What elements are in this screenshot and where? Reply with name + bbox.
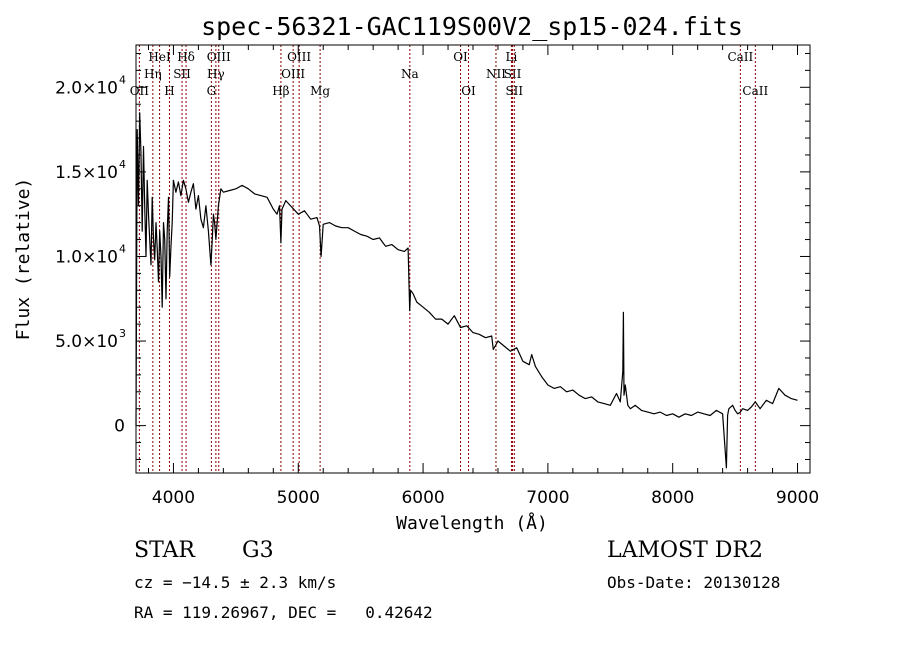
marker-label: H bbox=[164, 84, 174, 98]
y-tick-exponent: 4 bbox=[119, 73, 126, 86]
y-axis: 05.0×10 31.0×10 41.5×10 42.0×10 4 bbox=[55, 52, 810, 460]
marker-label: OI bbox=[453, 50, 468, 64]
redshift-info: cz = −14.5 ± 2.3 km/s bbox=[134, 573, 337, 592]
x-tick-label: 8000 bbox=[651, 488, 694, 508]
marker-label: Na bbox=[401, 67, 419, 81]
marker-label: SII bbox=[173, 67, 191, 81]
marker-label: SII bbox=[504, 67, 522, 81]
y-tick-label: 1.5×10 bbox=[55, 163, 118, 183]
y-tick-exponent: 4 bbox=[119, 158, 126, 171]
chart-title: spec-56321-GAC119S00V2_sp15-024.fits bbox=[201, 12, 743, 41]
marker-label: OIII bbox=[281, 67, 305, 81]
marker-label: HeI bbox=[148, 50, 171, 64]
marker-label: SII bbox=[505, 84, 523, 98]
y-tick-label: 0 bbox=[114, 417, 125, 437]
marker-label: OII bbox=[130, 84, 150, 98]
coordinates-info: RA = 119.26967, DEC = 0.42642 bbox=[134, 603, 433, 622]
marker-label: NII bbox=[486, 67, 506, 81]
x-tick-label: 4000 bbox=[152, 488, 195, 508]
marker-label: OIII bbox=[287, 50, 311, 64]
marker-label: Mg bbox=[310, 84, 330, 98]
y-tick-label: 2.0×10 bbox=[55, 78, 118, 98]
y-tick-label: 5.0×10 bbox=[55, 332, 118, 352]
x-axis-label: Wavelength (Å) bbox=[396, 512, 548, 534]
y-tick-label: 1.0×10 bbox=[55, 247, 118, 267]
survey-label: LAMOST DR2 bbox=[607, 538, 763, 563]
line-markers: OII Hη HeI H SII Hδ G Hγ OIII Hβ OIII OIII Mg Na OI OI N… bbox=[130, 45, 768, 473]
marker-label: OIII bbox=[207, 50, 231, 64]
marker-label: OI bbox=[461, 84, 476, 98]
x-tick-label: 7000 bbox=[526, 488, 569, 508]
marker-label: Hδ bbox=[177, 50, 195, 64]
spectrum-line bbox=[135, 112, 798, 469]
x-axis: 4000 5000 6000 7000 8000 9000 bbox=[147, 45, 819, 508]
marker-label: Hγ bbox=[207, 67, 225, 81]
marker-label: CaII bbox=[742, 84, 768, 98]
object-subclass: G3 bbox=[242, 538, 274, 563]
marker-label: CaII bbox=[727, 50, 753, 64]
obs-date: Obs-Date: 20130128 bbox=[607, 573, 781, 592]
object-class: STAR bbox=[134, 538, 195, 563]
marker-label: Hβ bbox=[272, 84, 289, 98]
y-axis-label: Flux (relative) bbox=[13, 178, 34, 341]
marker-label: Li bbox=[506, 50, 518, 64]
x-tick-label: 9000 bbox=[776, 488, 819, 508]
marker-label: G bbox=[207, 84, 217, 98]
marker-label: Hη bbox=[144, 67, 162, 81]
y-tick-exponent: 3 bbox=[119, 327, 126, 340]
y-tick-exponent: 4 bbox=[119, 242, 126, 255]
x-tick-label: 5000 bbox=[277, 488, 320, 508]
x-tick-label: 6000 bbox=[401, 488, 444, 508]
